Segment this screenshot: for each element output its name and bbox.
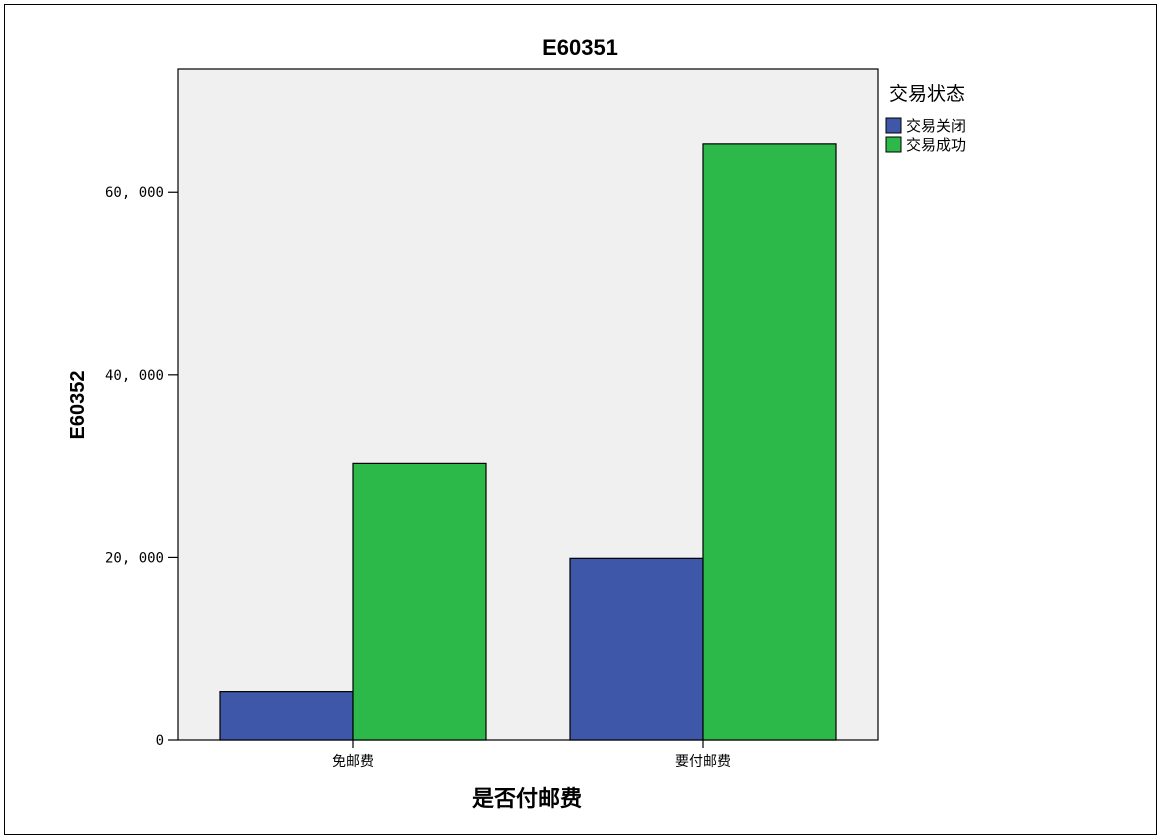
bar-closed-1 <box>219 691 354 741</box>
legend-title: 交易状态 <box>889 83 965 105</box>
x-axis: 免邮费 要付邮费 <box>332 740 731 770</box>
legend-swatch <box>885 136 902 153</box>
legend-label: 交易成功 <box>906 136 966 154</box>
x-tick-label: 免邮费 <box>332 754 374 770</box>
y-axis: 0 20, 000 40, 000 60, 000 <box>105 185 178 749</box>
y-tick-label: 60, 000 <box>105 185 164 201</box>
bar-success-1 <box>352 462 487 741</box>
x-tick-label: 要付邮费 <box>675 754 731 770</box>
y-axis-label: E60352 <box>67 371 89 440</box>
bars-group <box>219 143 837 741</box>
x-axis-label: 是否付邮费 <box>472 786 582 812</box>
legend-label: 交易关闭 <box>906 117 966 135</box>
bar-success-2 <box>702 143 837 741</box>
y-tick-label: 0 <box>156 733 164 749</box>
bar-closed-2 <box>569 557 704 741</box>
chart-title: E60351 <box>542 35 618 60</box>
legend-swatch <box>885 117 902 134</box>
y-tick-label: 40, 000 <box>105 368 164 384</box>
y-tick-label: 20, 000 <box>105 550 164 566</box>
